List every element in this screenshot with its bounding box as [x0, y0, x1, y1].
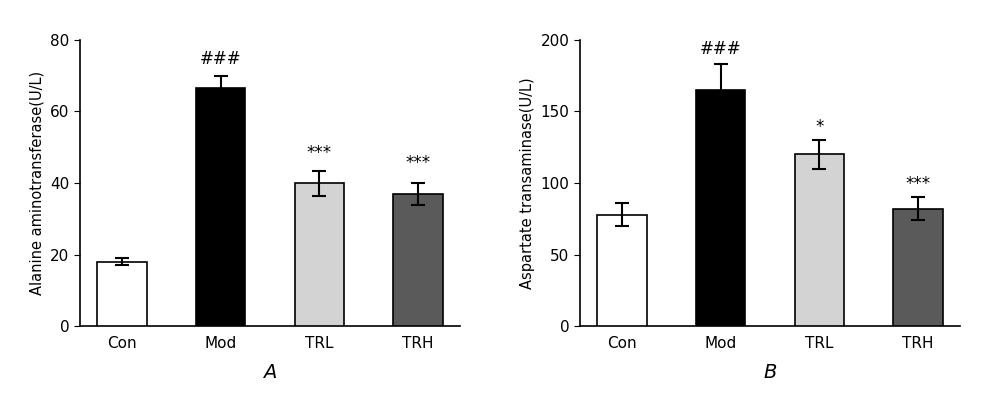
Bar: [196, 88, 245, 326]
Text: ***: ***: [405, 154, 431, 172]
Text: ***: ***: [307, 144, 332, 162]
Bar: [696, 90, 745, 326]
Y-axis label: Aspartate transaminase(U/L): Aspartate transaminase(U/L): [520, 77, 535, 289]
Text: A: A: [263, 363, 277, 382]
Text: B: B: [763, 363, 777, 382]
Bar: [97, 262, 147, 326]
Text: ###: ###: [700, 41, 741, 59]
Text: ###: ###: [200, 51, 241, 68]
Text: ***: ***: [905, 175, 931, 193]
Bar: [295, 183, 344, 326]
Text: *: *: [815, 118, 824, 136]
Bar: [893, 209, 943, 326]
Bar: [393, 194, 443, 326]
Bar: [597, 215, 647, 326]
Bar: [795, 154, 844, 326]
Y-axis label: Alanine aminotransferase(U/L): Alanine aminotransferase(U/L): [30, 71, 45, 295]
